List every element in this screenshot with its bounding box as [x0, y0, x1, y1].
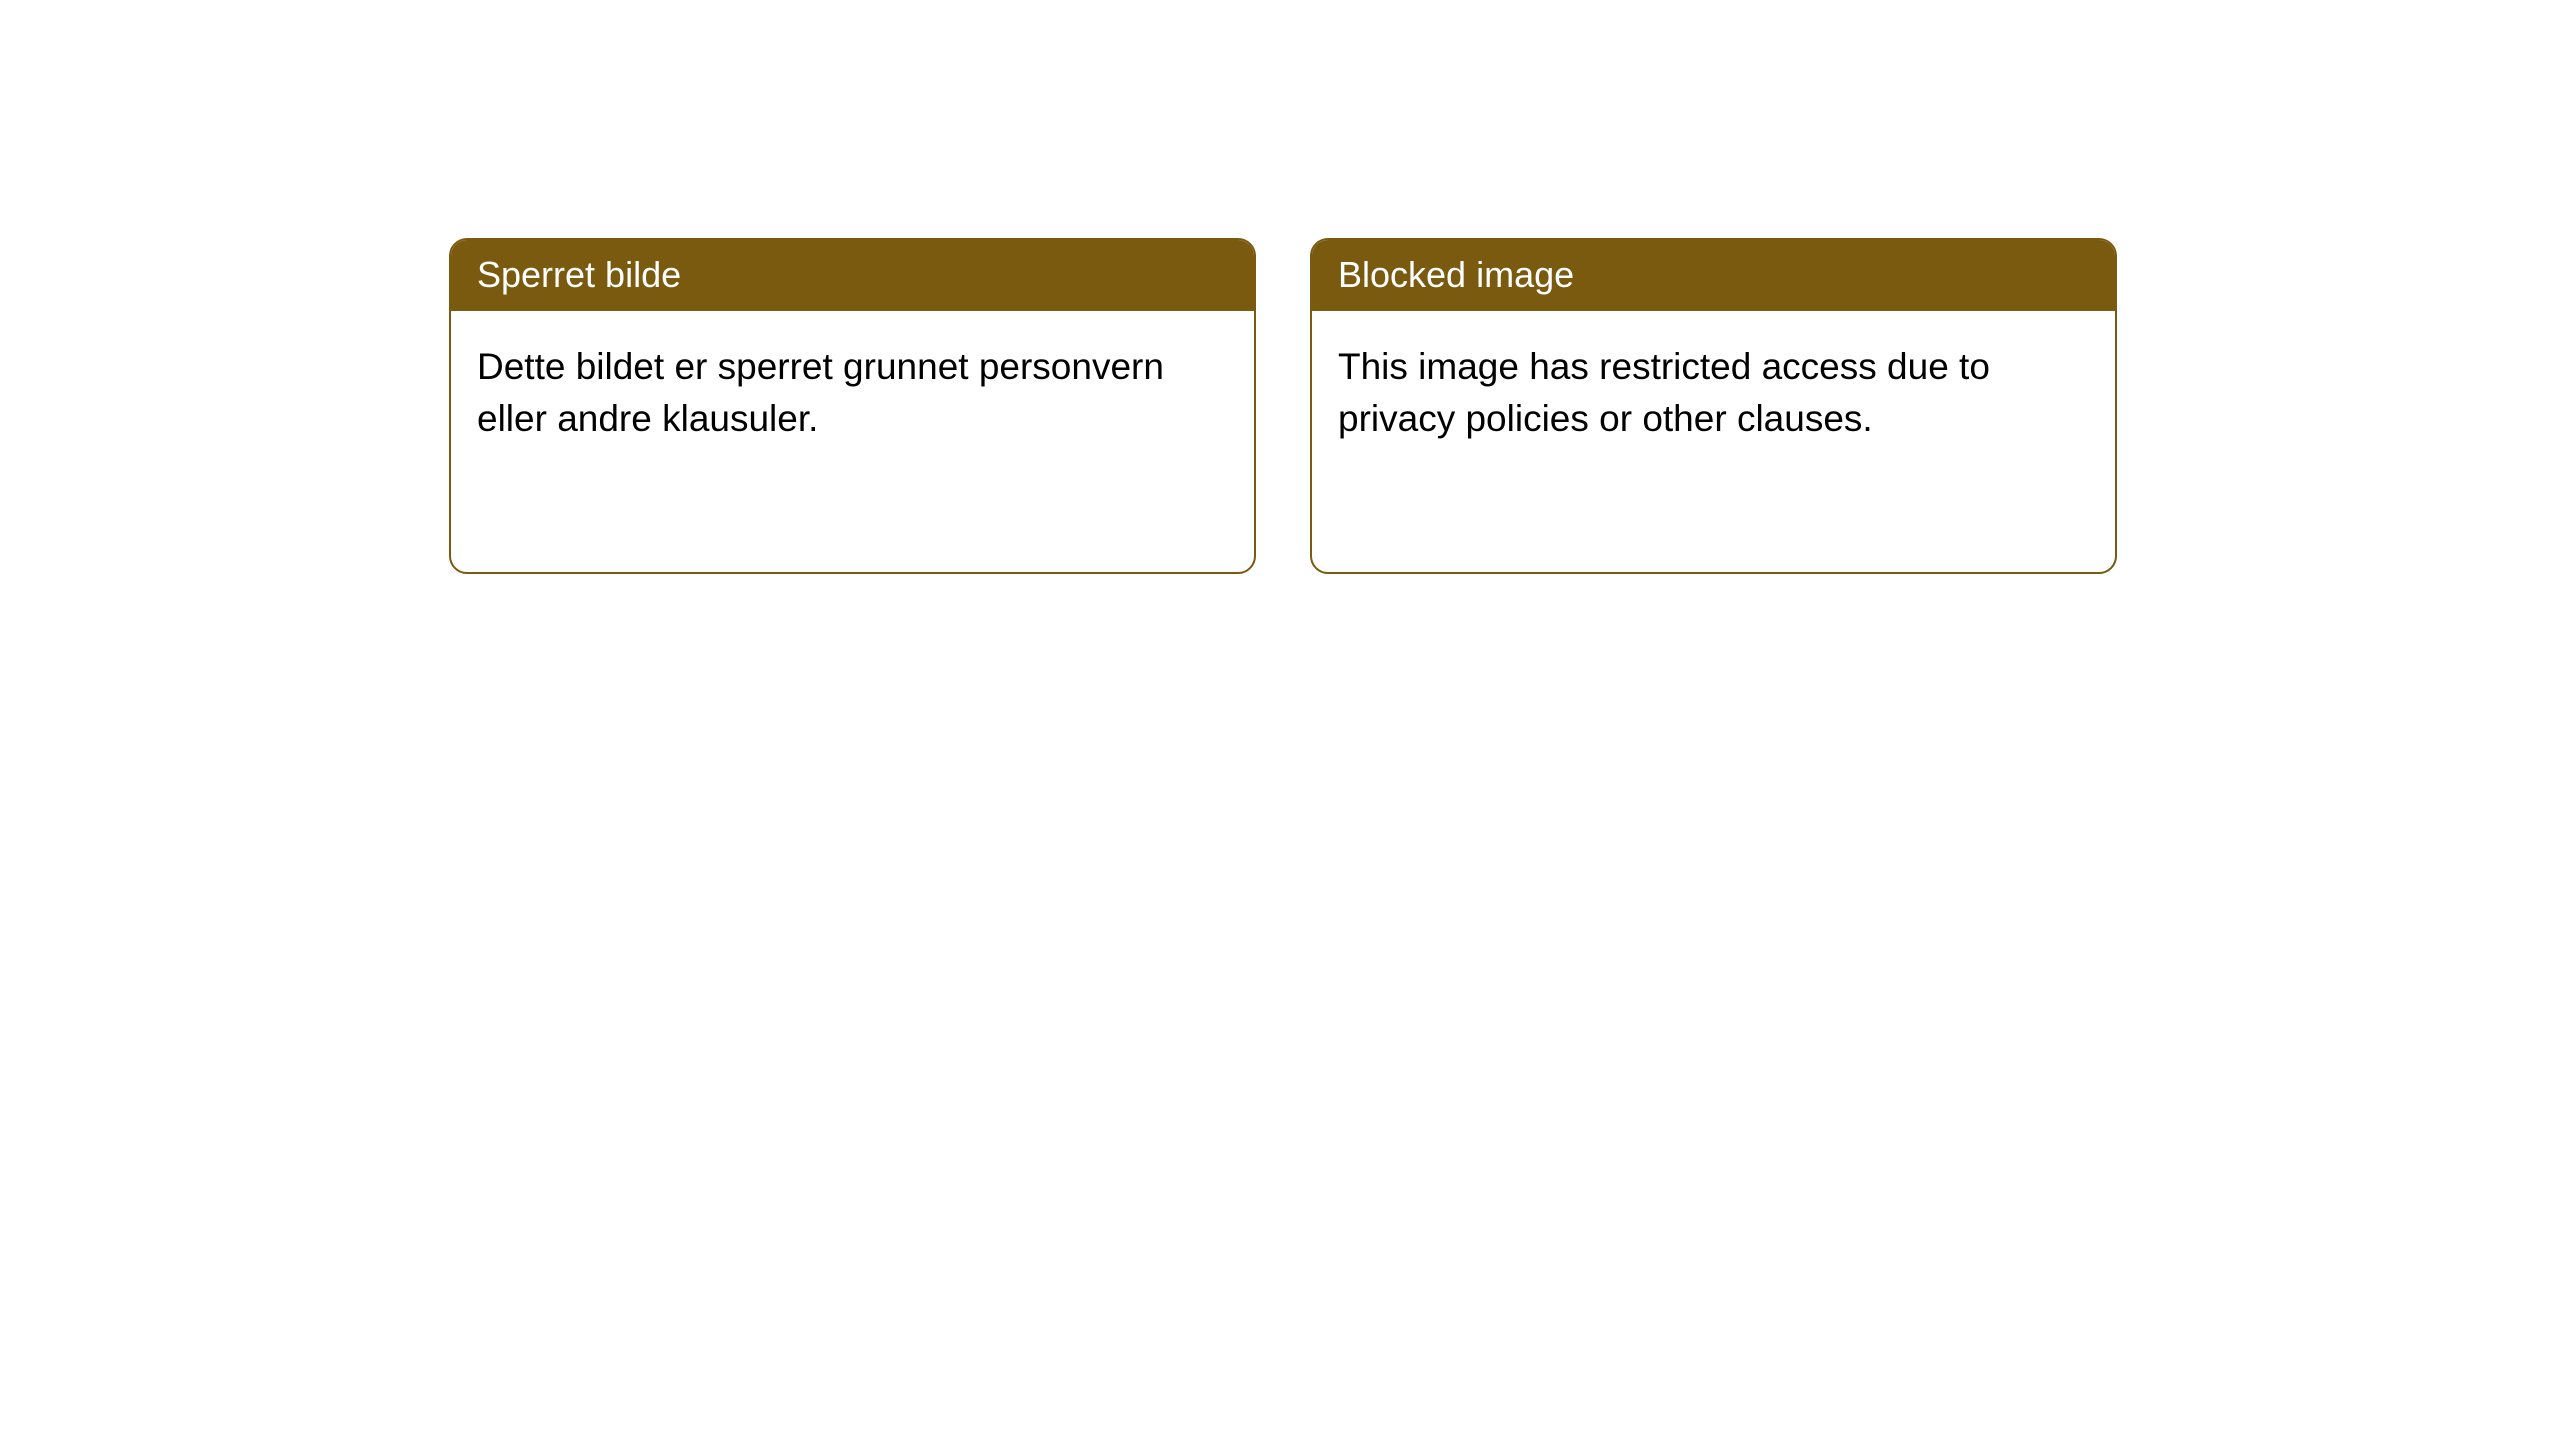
notice-header-en: Blocked image	[1312, 240, 2115, 311]
notice-body-en: This image has restricted access due to …	[1312, 311, 2115, 475]
notice-box-no: Sperret bilde Dette bildet er sperret gr…	[449, 238, 1256, 574]
notice-text-no: Dette bildet er sperret grunnet personve…	[477, 346, 1164, 439]
notices-container: Sperret bilde Dette bildet er sperret gr…	[0, 0, 2560, 574]
notice-body-no: Dette bildet er sperret grunnet personve…	[451, 311, 1254, 475]
notice-text-en: This image has restricted access due to …	[1338, 346, 1990, 439]
notice-title-no: Sperret bilde	[477, 254, 681, 295]
notice-header-no: Sperret bilde	[451, 240, 1254, 311]
notice-box-en: Blocked image This image has restricted …	[1310, 238, 2117, 574]
notice-title-en: Blocked image	[1338, 254, 1574, 295]
